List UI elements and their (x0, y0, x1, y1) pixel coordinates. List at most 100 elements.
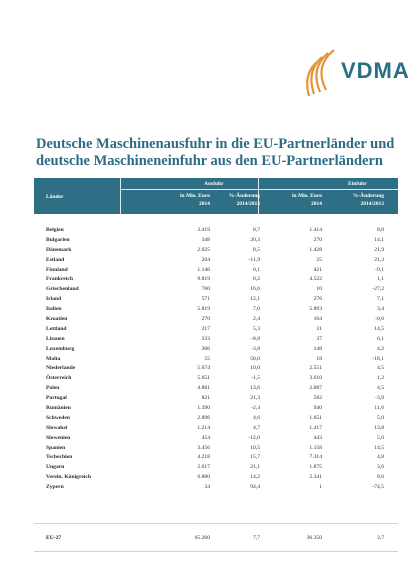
ausfuhr-mio-value: 1.146 (197, 266, 210, 273)
total-einfuhr-mio: 36.350 (306, 535, 322, 541)
einfuhr-mio-value: 940 (313, 405, 322, 412)
ausfuhr-pct-value: 8,7 (253, 227, 260, 233)
einfuhr-mio-value: 443 (313, 434, 322, 441)
ausfuhr-mio-value: 348 (201, 236, 210, 243)
einfuhr-mio-value: 1.651 (309, 414, 322, 421)
table-header: Länder Ausfuhr Einfuhr in Mio. Euro 2014… (34, 178, 398, 214)
ausfuhr-pct-value: 20,3 (250, 236, 260, 243)
einfuhr-mio-value: 10 (316, 286, 322, 293)
country-name: Finnland (46, 266, 68, 273)
ausfuhr-mio-value: 2.617 (197, 464, 210, 471)
einfuhr-pct-value: 8,0 (377, 227, 384, 233)
ausfuhr-pct-value: 8,5 (253, 246, 260, 253)
einfuhr-mio-value: 1.428 (309, 246, 322, 253)
header-einfuhr-period: 2014/2013 (360, 201, 384, 207)
country-name: Schweden (46, 414, 70, 421)
einfuhr-mio-value: 2.341 (309, 474, 322, 481)
vdma-logo-mark (306, 49, 335, 97)
einfuhr-pct-value: 5,0 (377, 434, 384, 441)
table-bottom-line (34, 551, 398, 552)
table-row: Slowakei 1.214 4,7 1.417 13,8 (34, 424, 398, 434)
ausfuhr-mio-value: 4.881 (197, 385, 210, 392)
country-name: Belgien (46, 227, 64, 233)
country-name: Irland (46, 296, 62, 303)
ausfuhr-pct-value: 94,4 (250, 484, 260, 491)
header-ausfuhr-mio: in Mio. Euro (179, 193, 210, 199)
table-row: Schweden 2.896 4,6 1.651 5,0 (34, 414, 398, 424)
einfuhr-mio-value: 582 (313, 395, 322, 402)
table-row: Dänemark 2.025 8,5 1.428 21,9 (34, 246, 398, 256)
ausfuhr-mio-value: 55 (204, 355, 210, 362)
total-ausfuhr-mio: 65.260 (194, 535, 210, 541)
einfuhr-mio-value: 1 (319, 484, 322, 491)
table-row: Spanien 3.456 10,5 1.158 14,5 (34, 444, 398, 454)
table-row: Estland 204 -11,9 25 21,3 (34, 256, 398, 266)
einfuhr-pct-value: -3,9 (375, 395, 384, 402)
ausfuhr-mio-value: 34 (204, 484, 210, 491)
table-row: Bulgarien 348 20,3 270 14,1 (34, 236, 398, 246)
einfuhr-pct-value: 13,8 (374, 424, 384, 431)
einfuhr-mio-value: 4.522 (309, 276, 322, 283)
table-row: Ungarn 2.617 21,1 1.875 3,6 (34, 463, 398, 473)
ausfuhr-mio-value: 217 (201, 325, 210, 332)
country-name: Niederlande (46, 365, 76, 372)
country-name: Polen (46, 385, 60, 392)
ausfuhr-pct-value: 21,1 (250, 464, 260, 471)
country-name: Litauen (46, 335, 65, 342)
country-name: Kroatien (46, 316, 68, 323)
einfuhr-mio-value: 1.158 (309, 444, 322, 451)
table-row: Verein. Königreich 6.880 14,2 2.341 8,6 (34, 473, 398, 483)
einfuhr-mio-value: 2.087 (309, 385, 322, 392)
ausfuhr-mio-value: 454 (201, 434, 210, 441)
header-ausfuhr-period: 2014/2013 (236, 201, 260, 207)
einfuhr-pct-value: 6,1 (377, 335, 384, 342)
table-row: Lettland 217 5,3 31 14,5 (34, 325, 398, 335)
country-name: Rumänien (46, 405, 71, 412)
table-row: Slowenien 454 -12,0 443 5,0 (34, 434, 398, 444)
table-row: Frankreich 9.819 0,2 4.522 1,1 (34, 275, 398, 285)
ausfuhr-pct-value: -1,5 (251, 375, 260, 382)
total-row: EU-27 65.260 7,7 36.350 3,7 (34, 533, 398, 545)
ausfuhr-mio-value: 5.651 (197, 375, 210, 382)
ausfuhr-pct-value: -11,9 (248, 256, 260, 263)
ausfuhr-pct-value: -3,8 (251, 345, 260, 352)
table-row: Italien 5.819 7,0 5.893 3,4 (34, 305, 398, 315)
header-subdivider (120, 189, 398, 190)
table-row: Griechenland 760 16,6 10 -27,2 (34, 285, 398, 295)
einfuhr-mio-value: 1.875 (309, 464, 322, 471)
header-einfuhr-mio: in Mio. Euro (291, 193, 322, 199)
einfuhr-mio-value: 1.417 (309, 424, 322, 431)
einfuhr-pct-value: 7,1 (377, 296, 384, 303)
header-divider-2 (258, 178, 259, 214)
table-row: Malta 55 50,0 18 -18,1 (34, 355, 398, 365)
ausfuhr-mio-value: 5.674 (197, 365, 210, 372)
header-einfuhr-year: 2014 (311, 201, 322, 207)
total-label: EU-27 (46, 535, 62, 541)
ausfuhr-mio-value: 1.214 (197, 424, 210, 431)
table-row: Litauen 333 -8,8 37 6,1 (34, 335, 398, 345)
header-einfuhr: Einfuhr (348, 181, 367, 187)
ausfuhr-pct-value: 0,1 (253, 266, 260, 273)
country-name: Verein. Königreich (46, 474, 91, 481)
ausfuhr-mio-value: 2.896 (197, 414, 210, 421)
country-name: Dänemark (46, 246, 72, 253)
ausfuhr-pct-value: -12,0 (248, 434, 260, 441)
einfuhr-mio-value: 148 (313, 345, 322, 352)
einfuhr-pct-value: 3,4 (377, 306, 384, 313)
total-ausfuhr-pct: 7,7 (253, 535, 260, 541)
einfuhr-pct-value: 14,5 (374, 444, 384, 451)
country-name: Ungarn (46, 464, 65, 471)
einfuhr-pct-value: 5,0 (377, 414, 384, 421)
einfuhr-pct-value: 4,8 (377, 454, 384, 461)
einfuhr-pct-value: 8,6 (377, 474, 384, 481)
table-row: Polen 4.881 13,6 2.087 4,5 (34, 384, 398, 394)
table-row: Belgien 3.419 8,7 1.414 8,0 (34, 226, 398, 236)
ausfuhr-pct-value: -2,4 (251, 405, 260, 412)
country-name: Portugal (46, 395, 67, 402)
vdma-logo-text: VDMA (341, 58, 410, 83)
einfuhr-pct-value: 4,5 (377, 365, 384, 372)
table-row: Finnland 1.146 0,1 421 -9,1 (34, 266, 398, 276)
einfuhr-pct-value: -18,1 (372, 355, 384, 362)
einfuhr-mio-value: 37 (316, 335, 322, 342)
table-row: Zypern 34 94,4 1 -74,5 (34, 483, 398, 493)
